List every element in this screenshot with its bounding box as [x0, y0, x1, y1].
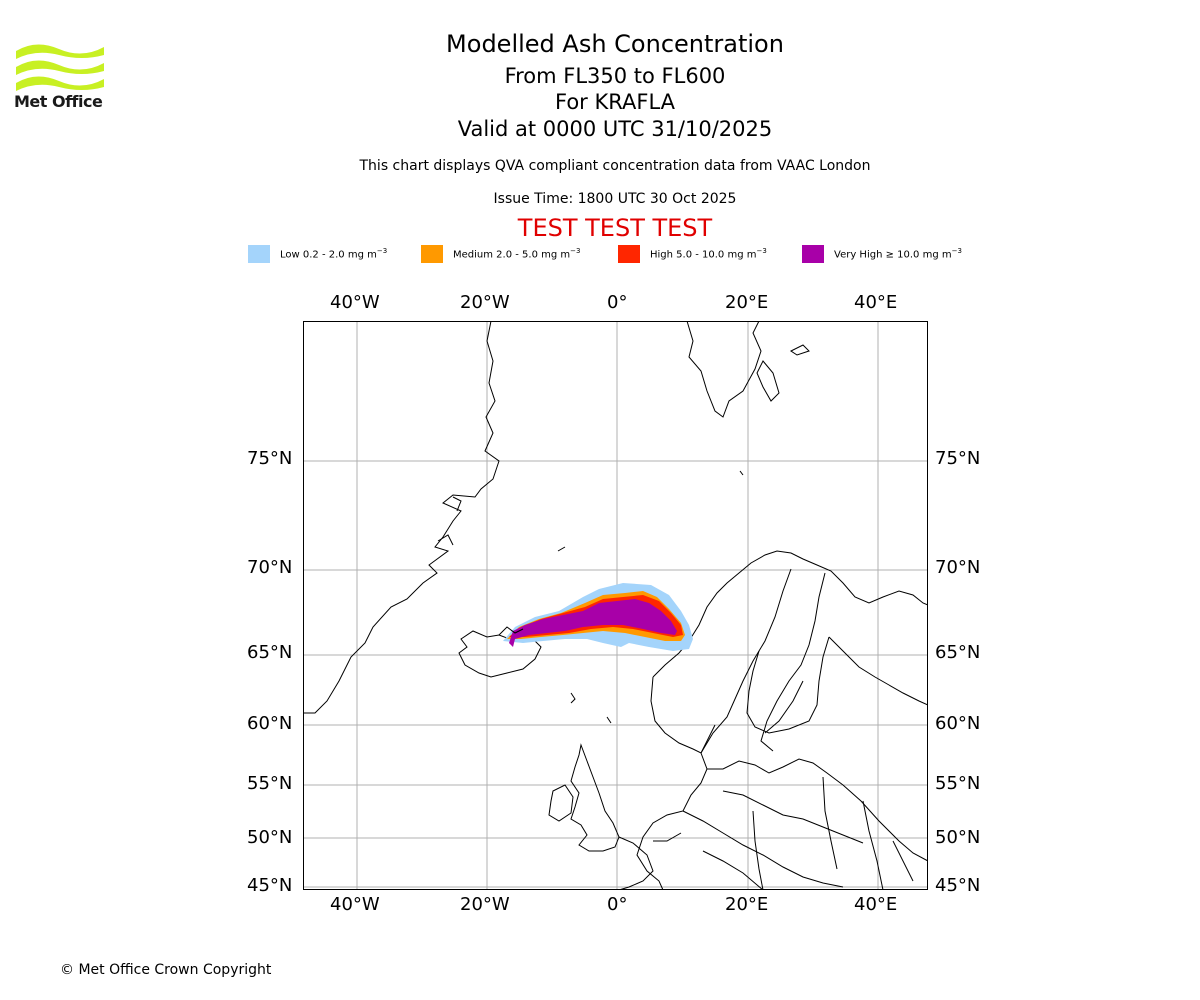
lat-tick-right-65n: 65°N	[935, 642, 981, 663]
lat-tick-left-50n: 50°N	[247, 827, 293, 848]
lat-tick-left-55n: 55°N	[247, 773, 293, 794]
map-frame	[303, 321, 928, 890]
ash-very-high	[509, 599, 677, 647]
met-office-logo	[16, 44, 104, 91]
legend-swatch-medium	[421, 245, 443, 263]
valid-time: Valid at 0000 UTC 31/10/2025	[457, 117, 773, 141]
lat-tick-left-65n: 65°N	[247, 642, 293, 663]
legend-label-high: High 5.0 - 10.0 mg m	[650, 249, 757, 261]
lat-tick-right-55n: 55°N	[935, 773, 981, 794]
chart-title: Modelled Ash Concentration	[446, 30, 784, 58]
legend-label-very-high: Very High ≥ 10.0 mg m	[834, 249, 952, 261]
legend-swatch-high	[618, 245, 640, 263]
legend-item-medium: Medium 2.0 - 5.0 mg m−3	[421, 244, 580, 264]
chart-subtitle: This chart displays QVA compliant concen…	[359, 158, 871, 174]
lon-tick-bottom-20e: 20°E	[725, 894, 769, 915]
lat-tick-right-75n: 75°N	[935, 448, 981, 469]
flight-level-range: From FL350 to FL600	[504, 64, 726, 88]
legend-item-low: Low 0.2 - 2.0 mg m−3	[248, 244, 387, 264]
issue-time: Issue Time: 1800 UTC 30 Oct 2025	[493, 191, 737, 207]
legend-label-low: Low 0.2 - 2.0 mg m	[280, 249, 377, 261]
ash-map	[303, 321, 928, 890]
lat-tick-left-45n: 45°N	[247, 875, 293, 896]
legend-swatch-very-high	[802, 245, 824, 263]
test-banner: TEST TEST TEST	[517, 214, 713, 242]
lat-tick-left-70n: 70°N	[247, 557, 293, 578]
lon-tick-top-20e: 20°E	[725, 292, 769, 313]
lat-tick-left-60n: 60°N	[247, 713, 293, 734]
lon-tick-top-40w: 40°W	[330, 292, 380, 313]
copyright-notice: © Met Office Crown Copyright	[60, 962, 272, 978]
lon-tick-top-0: 0°	[607, 292, 628, 313]
legend-swatch-low	[248, 245, 270, 263]
lat-tick-right-50n: 50°N	[935, 827, 981, 848]
lat-tick-right-45n: 45°N	[935, 875, 981, 896]
lon-tick-top-40e: 40°E	[854, 292, 898, 313]
lon-tick-bottom-0: 0°	[607, 894, 628, 915]
legend-item-very-high: Very High ≥ 10.0 mg m−3	[802, 244, 962, 264]
lon-tick-top-20w: 20°W	[460, 292, 510, 313]
legend-label-medium: Medium 2.0 - 5.0 mg m	[453, 249, 571, 261]
lat-tick-right-70n: 70°N	[935, 557, 981, 578]
legend-item-high: High 5.0 - 10.0 mg m−3	[618, 244, 767, 264]
lat-tick-left-75n: 75°N	[247, 448, 293, 469]
volcano-name: For KRAFLA	[555, 90, 675, 114]
lon-tick-bottom-40w: 40°W	[330, 894, 380, 915]
coastlines	[303, 321, 928, 890]
lon-tick-bottom-40e: 40°E	[854, 894, 898, 915]
lat-tick-right-60n: 60°N	[935, 713, 981, 734]
lon-tick-bottom-20w: 20°W	[460, 894, 510, 915]
logo-wordmark: Met Office	[14, 92, 103, 111]
